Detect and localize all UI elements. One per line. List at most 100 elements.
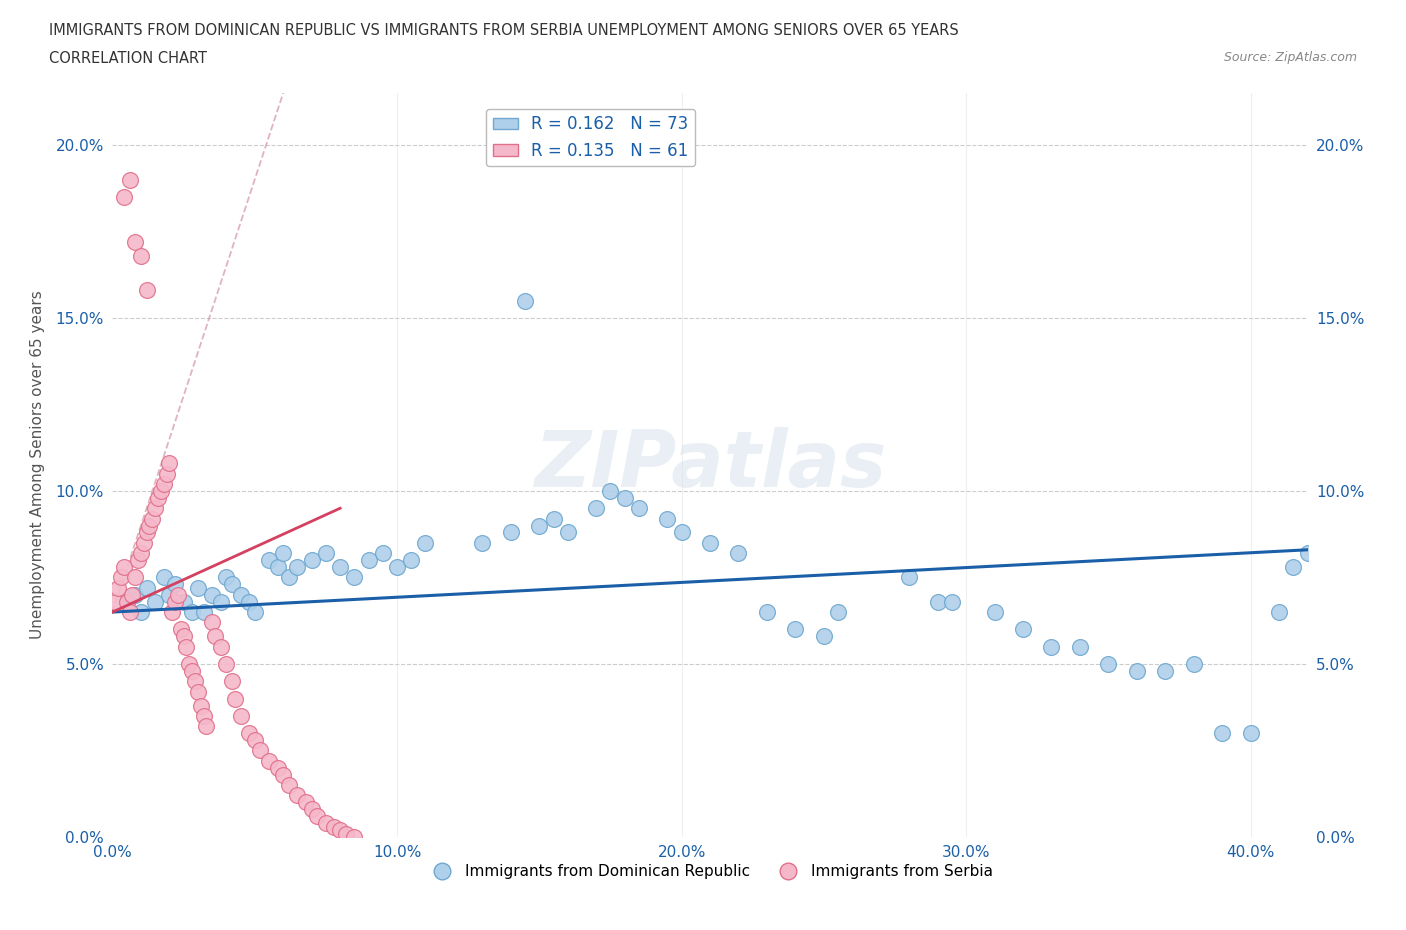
Point	[143, 594, 166, 609]
Point	[277, 777, 299, 792]
Point	[983, 604, 1005, 619]
Point	[1282, 560, 1305, 575]
Point	[627, 501, 650, 516]
Point	[343, 830, 366, 844]
Point	[257, 552, 280, 567]
Point	[165, 577, 187, 591]
Point	[727, 546, 749, 561]
Point	[149, 484, 172, 498]
Point	[599, 484, 621, 498]
Point	[187, 580, 209, 595]
Point	[193, 604, 215, 619]
Point	[243, 733, 266, 748]
Point	[190, 698, 212, 713]
Point	[401, 552, 423, 567]
Point	[513, 293, 536, 308]
Point	[827, 604, 849, 619]
Point	[229, 709, 252, 724]
Point	[543, 512, 565, 526]
Point	[238, 725, 260, 740]
Point	[167, 588, 190, 603]
Point	[471, 536, 494, 551]
Point	[124, 234, 146, 249]
Point	[323, 819, 346, 834]
Point	[184, 674, 207, 689]
Point	[813, 629, 835, 644]
Point	[266, 761, 288, 776]
Point	[1268, 604, 1291, 619]
Point	[127, 552, 149, 567]
Point	[657, 512, 679, 526]
Point	[315, 546, 337, 561]
Text: CORRELATION CHART: CORRELATION CHART	[49, 51, 207, 66]
Point	[301, 802, 323, 817]
Point	[357, 552, 380, 567]
Point	[243, 604, 266, 619]
Text: ZIPatlas: ZIPatlas	[534, 427, 886, 503]
Point	[204, 629, 226, 644]
Point	[335, 826, 357, 841]
Point	[152, 570, 174, 585]
Point	[229, 588, 252, 603]
Point	[271, 546, 294, 561]
Y-axis label: Unemployment Among Seniors over 65 years: Unemployment Among Seniors over 65 years	[30, 291, 45, 640]
Point	[118, 172, 141, 187]
Point	[238, 594, 260, 609]
Point	[129, 546, 152, 561]
Point	[135, 283, 157, 298]
Point	[613, 490, 636, 505]
Point	[224, 691, 246, 706]
Point	[1126, 663, 1149, 678]
Point	[585, 501, 607, 516]
Point	[249, 743, 271, 758]
Point	[138, 518, 160, 533]
Point	[141, 512, 163, 526]
Point	[162, 604, 183, 619]
Point	[170, 622, 193, 637]
Point	[941, 594, 963, 609]
Point	[277, 570, 299, 585]
Point	[135, 525, 157, 540]
Point	[173, 629, 195, 644]
Point	[135, 580, 157, 595]
Point	[155, 466, 177, 481]
Point	[385, 560, 408, 575]
Point	[1097, 657, 1119, 671]
Point	[1182, 657, 1205, 671]
Point	[112, 190, 135, 205]
Point	[215, 657, 238, 671]
Point	[107, 580, 129, 595]
Point	[1154, 663, 1177, 678]
Point	[193, 709, 215, 724]
Text: IMMIGRANTS FROM DOMINICAN REPUBLIC VS IMMIGRANTS FROM SERBIA UNEMPLOYMENT AMONG : IMMIGRANTS FROM DOMINICAN REPUBLIC VS IM…	[49, 23, 959, 38]
Point	[271, 767, 294, 782]
Point	[215, 570, 238, 585]
Point	[124, 588, 146, 603]
Point	[1211, 725, 1233, 740]
Point	[329, 823, 352, 838]
Point	[124, 570, 146, 585]
Point	[201, 588, 224, 603]
Point	[221, 577, 243, 591]
Legend: Immigrants from Dominican Republic, Immigrants from Serbia: Immigrants from Dominican Republic, Immi…	[420, 858, 1000, 885]
Point	[132, 536, 155, 551]
Point	[195, 719, 218, 734]
Point	[110, 570, 132, 585]
Point	[898, 570, 921, 585]
Point	[221, 674, 243, 689]
Point	[755, 604, 778, 619]
Point	[257, 753, 280, 768]
Point	[115, 594, 138, 609]
Point	[371, 546, 394, 561]
Point	[927, 594, 949, 609]
Point	[173, 594, 195, 609]
Point	[179, 657, 201, 671]
Point	[146, 490, 169, 505]
Point	[307, 809, 329, 824]
Point	[266, 560, 288, 575]
Text: Source: ZipAtlas.com: Source: ZipAtlas.com	[1223, 51, 1357, 64]
Point	[529, 518, 551, 533]
Point	[112, 560, 135, 575]
Point	[301, 552, 323, 567]
Point	[129, 604, 152, 619]
